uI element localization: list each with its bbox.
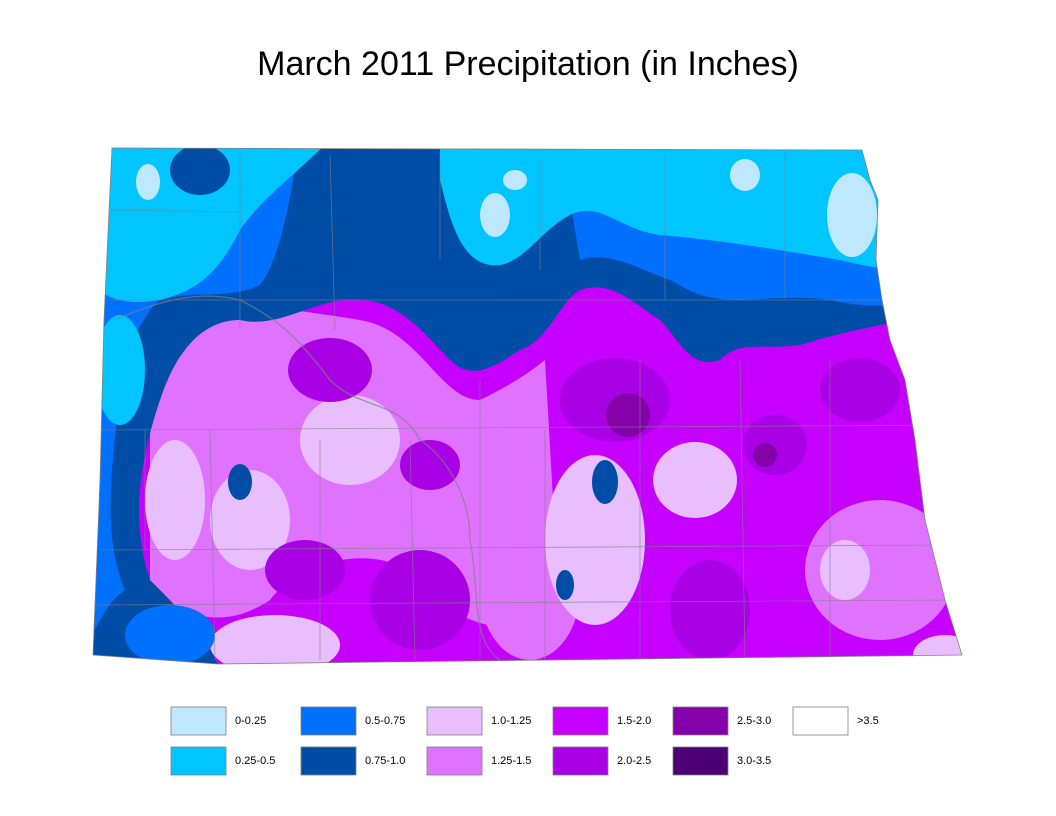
legend-label: 1.0-1.25 bbox=[491, 715, 531, 727]
zone bbox=[592, 460, 618, 504]
zone bbox=[753, 443, 777, 467]
zone bbox=[136, 164, 160, 200]
zone bbox=[820, 358, 900, 422]
legend-swatch bbox=[672, 706, 729, 736]
legend-label: 0.25-0.5 bbox=[235, 755, 275, 767]
legend-label: 1.25-1.5 bbox=[491, 755, 531, 767]
zone bbox=[400, 440, 460, 490]
legend-swatch bbox=[300, 746, 357, 776]
legend-label: 1.5-2.0 bbox=[617, 715, 651, 727]
legend-swatch bbox=[300, 706, 357, 736]
zone bbox=[653, 442, 737, 518]
legend-label: 3.0-3.5 bbox=[737, 755, 771, 767]
legend-swatch bbox=[426, 746, 483, 776]
zone bbox=[827, 173, 877, 257]
zone bbox=[150, 340, 270, 460]
zone bbox=[210, 615, 340, 664]
zone bbox=[145, 440, 205, 560]
zone bbox=[300, 395, 400, 485]
zone bbox=[503, 170, 527, 190]
legend-swatch bbox=[672, 746, 729, 776]
legend-swatch bbox=[552, 706, 609, 736]
state-outline bbox=[92, 147, 963, 665]
zone bbox=[95, 315, 145, 425]
zone bbox=[228, 464, 252, 500]
legend-label: >3.5 bbox=[857, 715, 879, 727]
zone bbox=[370, 550, 470, 650]
legend-label: 2.5-3.0 bbox=[737, 715, 771, 727]
zone bbox=[670, 560, 750, 660]
zone bbox=[556, 570, 574, 600]
legend: 0-0.25 0.25-0.5 0.5-0.75 0.75-1.0 1.0-1.25 1.… bbox=[170, 706, 879, 776]
zone bbox=[125, 605, 215, 664]
county-lines bbox=[94, 150, 962, 661]
zone bbox=[805, 500, 955, 640]
zone bbox=[288, 338, 372, 402]
legend-swatch bbox=[552, 746, 609, 776]
legend-label: 0-0.25 bbox=[235, 715, 266, 727]
legend-swatch bbox=[170, 746, 227, 776]
legend-label: 2.0-2.5 bbox=[617, 755, 651, 767]
legend-swatch bbox=[426, 706, 483, 736]
precipitation-map bbox=[93, 148, 962, 664]
legend-label: 0.5-0.75 bbox=[365, 715, 405, 727]
zone bbox=[480, 193, 510, 237]
zone bbox=[606, 393, 650, 437]
zone bbox=[743, 415, 807, 475]
zone bbox=[265, 540, 345, 600]
zone bbox=[730, 159, 760, 191]
map-title: March 2011 Precipitation (in Inches) bbox=[257, 45, 799, 83]
legend-label: 0.75-1.0 bbox=[365, 755, 405, 767]
legend-swatch bbox=[792, 706, 849, 736]
zone bbox=[210, 470, 290, 570]
zone bbox=[820, 540, 870, 600]
zone bbox=[170, 148, 230, 195]
legend-swatch bbox=[170, 706, 227, 736]
